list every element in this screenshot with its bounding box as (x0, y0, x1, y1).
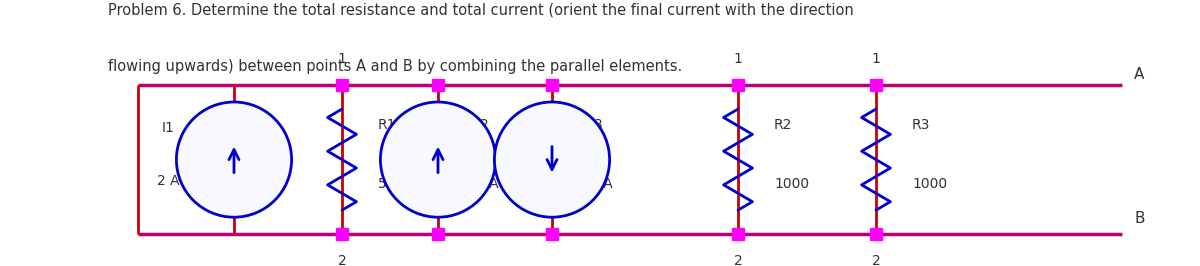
Text: R1: R1 (378, 118, 396, 132)
Text: 1000: 1000 (912, 177, 947, 190)
Text: 1 A: 1 A (590, 177, 613, 190)
Ellipse shape (380, 102, 496, 217)
Text: 2: 2 (733, 254, 743, 266)
Text: flowing upwards) between points A and B by combining the parallel elements.: flowing upwards) between points A and B … (108, 59, 683, 73)
Text: R2: R2 (774, 118, 792, 132)
Text: 3 A: 3 A (476, 177, 499, 190)
Ellipse shape (176, 102, 292, 217)
Text: 1: 1 (871, 52, 881, 65)
Text: Problem 6. Determine the total resistance and total current (orient the final cu: Problem 6. Determine the total resistanc… (108, 3, 853, 18)
Text: 2 A: 2 A (157, 174, 179, 188)
Text: I2: I2 (476, 118, 490, 132)
Ellipse shape (494, 102, 610, 217)
Text: 2: 2 (871, 254, 881, 266)
Text: B: B (1134, 211, 1145, 226)
Text: 2: 2 (337, 254, 347, 266)
Text: R3: R3 (912, 118, 930, 132)
Text: I1: I1 (162, 121, 174, 135)
Text: I3: I3 (590, 118, 604, 132)
Text: A: A (1134, 67, 1145, 82)
Text: 1: 1 (733, 52, 743, 65)
Text: 1: 1 (337, 52, 347, 65)
Text: 1000: 1000 (774, 177, 809, 190)
Text: 500: 500 (378, 177, 404, 190)
